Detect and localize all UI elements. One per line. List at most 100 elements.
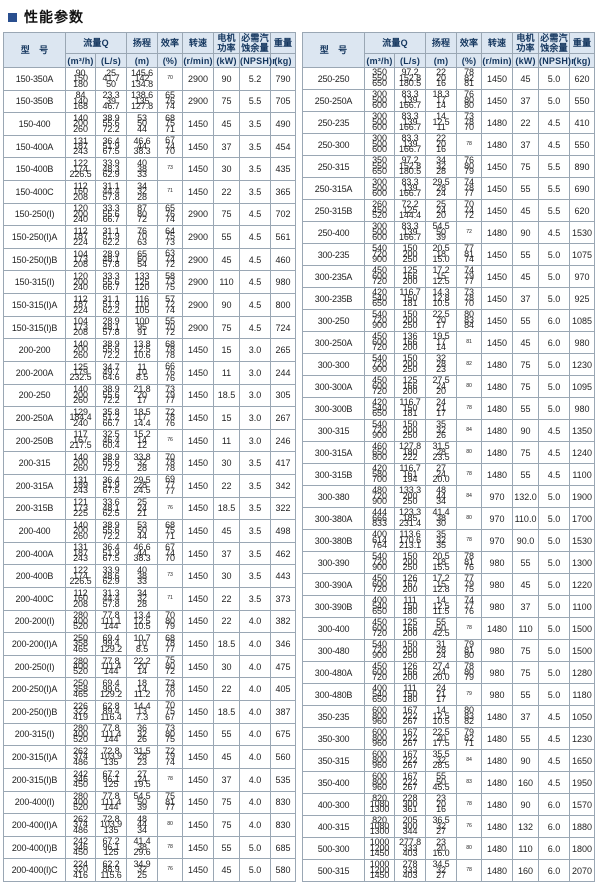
cell-efficiency: 76 — [157, 428, 184, 453]
cell-flow-ls: 97.2 152.8 180.5 — [394, 67, 427, 90]
cell-efficiency: 64 75 73 — [157, 225, 184, 249]
cell-power: 30 — [213, 564, 241, 589]
cell-weight: 265 — [270, 338, 297, 362]
table-row: 300-380A 444 666 833 123.3 185 231.4 41.4 38 30 80… — [302, 507, 596, 530]
cell-efficiency: 73 78 70 — [456, 111, 483, 134]
cell-weight: 1570 — [569, 793, 596, 816]
cell-efficiency: 78 — [456, 529, 483, 552]
cell-head: 34.5 32 27 — [425, 859, 458, 882]
cell-weight: 550 — [569, 89, 596, 112]
cell-model: 150-400 — [3, 112, 66, 136]
cell-head: 14 12.5 11.5 — [425, 595, 458, 618]
cell-head: 36.5 32 27 — [425, 815, 458, 838]
cell-head: 41.4 38 30 — [425, 507, 458, 530]
cell-head: 55 50 42.5 — [425, 617, 458, 640]
cell-power: 55 — [512, 243, 540, 266]
cell-power: 75 — [213, 813, 241, 837]
cell-efficiency: 78 — [456, 793, 483, 816]
cell-flow-ls: 136 166 200 — [394, 331, 427, 354]
performance-parameters-page: 性能参数 型 号 流量Q 扬程 效率 转速 电机 功率 必需汽 蚀余量 — [3, 10, 596, 882]
cell-flow-m3h: 131 189 243 — [65, 473, 96, 498]
cell-model: 200-400C — [3, 587, 66, 611]
cell-power: 15 — [213, 406, 241, 430]
col-header-npsh: 必需汽 蚀余量 — [538, 32, 571, 54]
cell-model: 300-480A — [302, 661, 366, 684]
cell-flow-ls: 228 300 361 — [394, 793, 427, 816]
cell-weight: 1500 — [569, 639, 596, 662]
cell-weight: 1280 — [569, 661, 596, 684]
col-unit-speed: (r/min) — [481, 53, 514, 68]
cell-flow-ls: 150 200 250 — [394, 243, 427, 266]
col-header-power: 电机 功率 — [213, 32, 241, 54]
table-row: 200-315(I) 280 400 520 77.8 111.4 144 36 32 26 73 8… — [3, 722, 297, 747]
cell-head: 19.5 17 14 — [425, 331, 458, 354]
cell-weight: 460 — [270, 247, 297, 272]
cell-flow-ls: 167 222 267 — [394, 749, 427, 772]
cell-npsh: 4.5 — [239, 270, 272, 295]
cell-speed: 1450 — [481, 199, 514, 222]
cell-speed: 1450 — [182, 428, 215, 453]
cell-flow-ls: 126 167 200 — [394, 573, 427, 596]
cell-model: 300-380B — [302, 529, 366, 552]
cell-speed: 1480 — [481, 705, 514, 728]
table-row: 150-350B 84 140 168 23.3 39 46.7 138.6 135 127.8 6… — [3, 89, 297, 114]
cell-flow-m3h: 122 174 226.5 — [65, 564, 96, 589]
col-unit-efficiency: (%) — [157, 53, 184, 68]
cell-speed: 1450 — [182, 541, 215, 566]
table-row: 200-315(I)A 262 374 486 72.8 103.9 135 31.5 28 23… — [3, 745, 297, 769]
cell-weight: 970 — [569, 265, 596, 288]
cell-flow-ls: 83.3 139 166.7 — [394, 177, 427, 200]
cell-model: 200-200 — [3, 338, 66, 362]
cell-model: 250-250 — [302, 67, 366, 90]
cell-power: 75 — [512, 661, 540, 684]
cell-speed: 1450 — [182, 813, 215, 837]
cell-speed: 2900 — [182, 247, 215, 272]
cell-flow-m3h: 226 322 419 — [65, 700, 96, 724]
cell-flow-ls: 167 222 267 — [394, 727, 427, 750]
cell-flow-ls: 35.8 51.2 66.7 — [94, 406, 128, 430]
table-row: 150-250(I)B 104 173 208 28.9 48.1 57.8 65 60 54 63… — [3, 247, 297, 272]
cell-speed: 1450 — [182, 745, 215, 769]
cell-model: 200-250A — [3, 406, 66, 430]
cell-speed: 1450 — [182, 360, 215, 385]
cell-model: 300-235B — [302, 287, 366, 310]
table-row: 300-235 540 720 900 150 200 250 20.5 18 15.0 77 81 7… — [302, 243, 596, 266]
cell-npsh: 4.5 — [538, 705, 571, 728]
cell-flow-m3h: 262 374 486 — [65, 745, 96, 769]
cell-weight: 675 — [270, 722, 297, 747]
cell-head: 53 50 44 — [126, 112, 159, 136]
cell-speed: 980 — [481, 639, 514, 662]
cell-weight: 580 — [270, 858, 297, 882]
table-row: 500-300 1000 1200 1450 277.8 333 403 23 20 16.0 80… — [302, 837, 596, 860]
cell-speed: 1450 — [182, 473, 215, 498]
cell-model: 200-200(I)A — [3, 632, 66, 656]
cell-speed: 1450 — [182, 157, 215, 182]
cell-npsh: 4.0 — [239, 790, 272, 815]
cell-power: 55 — [213, 835, 241, 860]
cell-flow-ls: 150 200 250 — [394, 353, 427, 376]
cell-power: 55 — [512, 463, 540, 486]
cell-flow-ls: 36.4 51.9 67.5 — [94, 473, 128, 498]
cell-flow-ls: 72.8 103.9 135 — [94, 745, 128, 769]
cell-model: 300-300B — [302, 397, 366, 420]
table-row: 350-400 600 800 960 167 222 267 55 50 45.5 83 1480 1… — [302, 771, 596, 794]
cell-flow-m3h: 280 400 520 — [65, 722, 96, 747]
cell-npsh: 6.0 — [538, 859, 571, 882]
cell-flow-ls: 150 200 250 — [394, 639, 427, 662]
cell-power: 75 — [512, 441, 540, 464]
cell-flow-ls: 31.1 44.4 57.8 — [94, 180, 128, 204]
cell-weight: 705 — [270, 89, 297, 114]
cell-speed: 1480 — [481, 441, 514, 464]
cell-model: 150-315(I)A — [3, 293, 66, 317]
cell-power: 75 — [213, 202, 241, 227]
cell-weight: 346 — [270, 632, 297, 656]
cell-flow-ls: 126 166 200 — [394, 661, 427, 684]
cell-flow-m3h: 262 374 486 — [65, 813, 96, 837]
cell-flow-m3h: 140 200 260 — [65, 112, 96, 136]
cell-power: 45 — [213, 112, 241, 136]
cell-speed: 2900 — [182, 202, 215, 227]
cell-power: 37 — [213, 767, 241, 792]
cell-efficiency: 79 82 71 — [456, 727, 483, 750]
cell-speed: 1450 — [481, 155, 514, 178]
cell-npsh: 5.5 — [538, 199, 571, 222]
